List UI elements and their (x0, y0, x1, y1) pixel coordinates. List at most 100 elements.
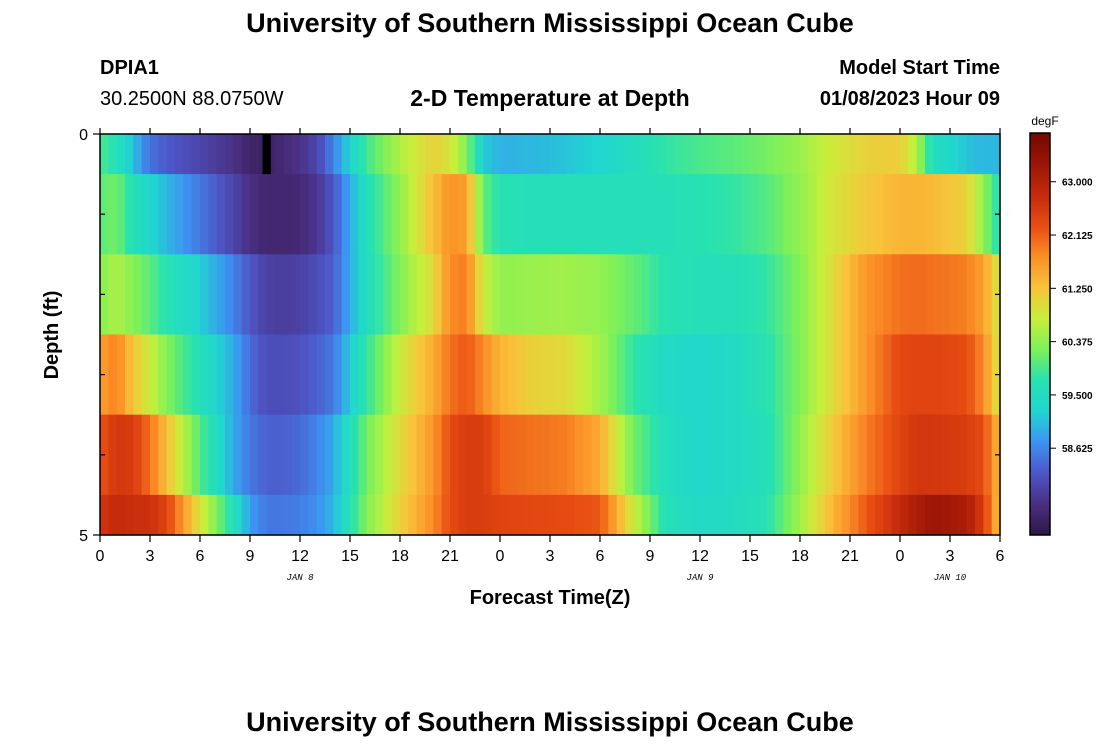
heatmap-cell (916, 334, 926, 416)
heatmap-cell (916, 174, 926, 255)
heatmap-cell (208, 174, 218, 255)
heatmap-cell (700, 134, 709, 175)
heatmap-cell (666, 414, 676, 496)
heatmap-cell (850, 414, 859, 496)
heatmap-cell (825, 494, 834, 536)
heatmap-cell (366, 254, 376, 336)
heatmap-cell (258, 254, 268, 336)
heatmap-cell (291, 414, 301, 496)
heatmap-cell (883, 334, 893, 416)
heatmap-cell (983, 174, 993, 255)
colorbar-tick-label: 63.000 (1062, 178, 1093, 189)
heatmap-cell (716, 174, 726, 255)
heatmap-cell (733, 494, 743, 536)
heatmap-cell (691, 494, 701, 536)
heatmap-cell (841, 334, 851, 416)
heatmap-cell (316, 174, 326, 255)
heatmap-cell (783, 254, 793, 336)
heatmap-cell (583, 174, 593, 255)
heatmap-cell (233, 134, 243, 175)
heatmap-cell (508, 174, 518, 255)
heatmap-cell (875, 494, 884, 536)
heatmap-cell (866, 174, 876, 255)
heatmap-cell (141, 334, 151, 416)
heatmap-cell (541, 494, 551, 536)
heatmap-cell (841, 494, 851, 536)
heatmap-cell (850, 174, 859, 255)
heatmap-cell (375, 414, 384, 496)
heatmap-cell (683, 334, 693, 416)
heatmap-cell (925, 174, 934, 255)
heatmap-cell (700, 254, 709, 336)
heatmap-cell (775, 414, 784, 496)
x-axis: 0 3 6 9 12 15 18 21 0 3 6 9 12 15 18 21 0 3 6 JAN 8 JAN 9 JAN… (96, 128, 1005, 583)
heatmap-cell (941, 414, 951, 496)
heatmap-cell (708, 254, 718, 336)
heatmap-cell (108, 134, 118, 175)
heatmap-cell (533, 174, 543, 255)
heatmap-cell (441, 414, 451, 496)
heatmap-cell (666, 494, 676, 536)
heatmap-cell (591, 134, 601, 175)
y-tick-label: 5 (79, 528, 88, 545)
heatmap-cell (650, 134, 659, 175)
heatmap-cell (833, 494, 843, 536)
heatmap-cell (566, 414, 576, 496)
heatmap-cell (216, 174, 226, 255)
heatmap-cell (175, 254, 184, 336)
heatmap-cell (283, 254, 293, 336)
heatmap-cell (841, 174, 851, 255)
x-tick-label: 3 (546, 548, 555, 565)
heatmap-cell (116, 414, 126, 496)
heatmap-cell (616, 334, 626, 416)
heatmap-cell (133, 254, 143, 336)
heatmap-cell (741, 134, 751, 175)
heatmap-cell (433, 174, 443, 255)
heatmap-cell (233, 494, 243, 536)
heatmap-cell (775, 254, 784, 336)
heatmap-cell (658, 494, 668, 536)
heatmap-cell (433, 414, 443, 496)
heatmap-cell (883, 174, 893, 255)
heatmap-cell (425, 174, 434, 255)
heatmap-cell (533, 414, 543, 496)
heatmap-cell (375, 254, 384, 336)
heatmap-cell (475, 494, 484, 536)
heatmap-cell (750, 174, 759, 255)
heatmap-cell (500, 334, 509, 416)
x-tick-label: 0 (96, 548, 105, 565)
heatmap-cell (283, 174, 293, 255)
heatmap-cell (216, 254, 226, 336)
y-axis-title: Depth (ft) (41, 291, 63, 380)
colorbar-unit: degF (1031, 114, 1058, 128)
heatmap-cell (383, 254, 393, 336)
heatmap-cell (208, 254, 218, 336)
heatmap-cell (908, 254, 918, 336)
heatmap-cell (358, 174, 368, 255)
heatmap-cell (900, 134, 909, 175)
heatmap-cell (650, 414, 659, 496)
x-tick-label: 6 (996, 548, 1005, 565)
heatmap-cell (933, 414, 943, 496)
heatmap-cell (683, 254, 693, 336)
heatmap-cell (150, 494, 159, 536)
heatmap-cell (666, 254, 676, 336)
heatmap-cell (166, 174, 176, 255)
heatmap-cell (650, 254, 659, 336)
heatmap-cell (450, 334, 459, 416)
heatmap-cell (625, 254, 634, 336)
heatmap-cell (175, 414, 184, 496)
heatmap-cell (650, 174, 659, 255)
heatmap-cell (833, 254, 843, 336)
heatmap-cell (658, 174, 668, 255)
heatmap-cell (491, 414, 501, 496)
heatmap-cell (316, 334, 326, 416)
heatmap-cell (141, 174, 151, 255)
heatmap-cell (783, 134, 793, 175)
heatmap-cell (158, 494, 168, 536)
date-label: JAN 10 (934, 573, 967, 583)
heatmap-cell (108, 254, 118, 336)
heatmap-cell (550, 134, 559, 175)
heatmap-cell (725, 254, 734, 336)
heatmap-cell (416, 174, 426, 255)
